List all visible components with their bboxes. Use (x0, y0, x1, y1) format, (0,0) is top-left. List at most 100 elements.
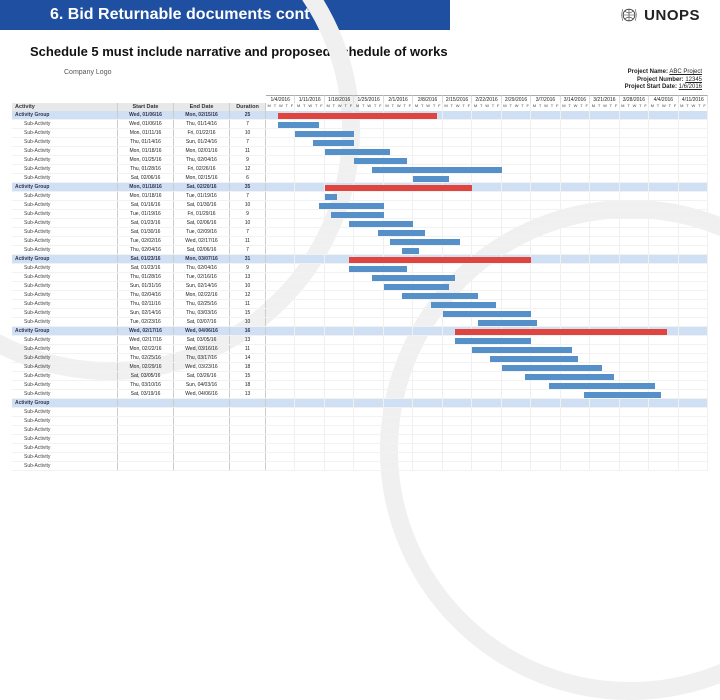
brand-area: UNOPS (450, 0, 720, 30)
cell-start: Mon, 01/11/16 (118, 129, 174, 137)
timeline-days: MTWTF (590, 103, 619, 111)
activity-sub-row: Sub-ActivityMon, 01/18/16Mon, 02/01/1611 (12, 147, 708, 156)
cell-end: Mon, 02/22/16 (174, 291, 230, 299)
activity-group-row: Activity GroupWed, 02/17/16Wed, 04/06/16… (12, 327, 708, 336)
timeline-week: 2/8/2016 (413, 95, 442, 103)
cell-end (174, 435, 230, 443)
cell-start: Wed, 02/17/16 (118, 327, 174, 335)
cell-start: Sun, 02/14/16 (118, 309, 174, 317)
timeline-week: 2/22/2016 (472, 95, 501, 103)
timeline-days: MTWTF (325, 103, 354, 111)
gantt-bar-sub (349, 221, 414, 227)
cell-activity: Sub-Activity (12, 381, 118, 389)
cell-duration: 7 (230, 192, 266, 200)
gantt-bar-sub (313, 140, 354, 146)
cell-activity: Sub-Activity (12, 273, 118, 281)
cell-duration (230, 417, 266, 425)
cell-bars (266, 183, 708, 191)
cell-end: Sat, 02/06/16 (174, 246, 230, 254)
activity-group-row: Activity GroupWed, 01/06/16Mon, 02/15/16… (12, 111, 708, 120)
cell-bars (266, 291, 708, 299)
cell-end: Thu, 01/14/16 (174, 120, 230, 128)
cell-end: Tue, 02/16/16 (174, 273, 230, 281)
cell-activity: Activity Group (12, 399, 118, 407)
cell-end: Tue, 02/09/16 (174, 228, 230, 236)
cell-bars (266, 264, 708, 272)
cell-start: Sat, 01/23/16 (118, 219, 174, 227)
cell-start: Mon, 02/22/16 (118, 345, 174, 353)
cell-bars (266, 255, 708, 263)
cell-end: Sat, 02/06/16 (174, 219, 230, 227)
cell-end: Fri, 01/29/16 (174, 210, 230, 218)
gantt-bar-sub (295, 131, 354, 137)
cell-start: Wed, 01/06/16 (118, 111, 174, 119)
activity-sub-row: Sub-ActivitySat, 02/06/16Mon, 02/15/166 (12, 174, 708, 183)
activity-sub-row: Sub-ActivitySat, 01/23/16Thu, 02/04/169 (12, 264, 708, 273)
cell-duration: 10 (230, 282, 266, 290)
activity-sub-row: Sub-ActivityThu, 01/14/16Sun, 01/24/167 (12, 138, 708, 147)
cell-start: Tue, 01/19/16 (118, 210, 174, 218)
cell-duration: 6 (230, 174, 266, 182)
gantt-bar-sub (431, 302, 496, 308)
gantt-bar-sub (413, 176, 448, 182)
cell-activity: Sub-Activity (12, 237, 118, 245)
cell-bars (266, 228, 708, 236)
activity-sub-row: Sub-ActivityThu, 02/04/16Mon, 02/22/1612 (12, 291, 708, 300)
timeline-week: 3/7/2016 (531, 95, 560, 103)
cell-activity: Activity Group (12, 183, 118, 191)
cell-bars (266, 417, 708, 425)
cell-activity: Sub-Activity (12, 219, 118, 227)
cell-end: Sun, 01/24/16 (174, 138, 230, 146)
cell-end: Thu, 02/04/16 (174, 264, 230, 272)
cell-bars (266, 147, 708, 155)
cell-start: Wed, 02/17/16 (118, 336, 174, 344)
cell-duration: 9 (230, 210, 266, 218)
cell-start (118, 435, 174, 443)
cell-activity: Sub-Activity (12, 390, 118, 398)
activity-sub-row: Sub-ActivityMon, 01/25/16Thu, 02/04/169 (12, 156, 708, 165)
timeline-week: 2/15/2016 (443, 95, 472, 103)
col-activity: Activity (12, 103, 118, 111)
cell-duration: 10 (230, 201, 266, 209)
gantt-bar-sub (372, 275, 455, 281)
cell-bars (266, 138, 708, 146)
cell-bars (266, 354, 708, 362)
activity-sub-row: Sub-ActivityThu, 02/25/16Thu, 03/17/1614 (12, 354, 708, 363)
cell-duration: 14 (230, 354, 266, 362)
activity-sub-row: Sub-ActivityWed, 02/17/16Sat, 03/05/1613 (12, 336, 708, 345)
cell-bars (266, 237, 708, 245)
cell-duration (230, 408, 266, 416)
cell-activity: Sub-Activity (12, 147, 118, 155)
cell-start: Tue, 02/23/16 (118, 318, 174, 326)
cell-activity: Sub-Activity (12, 417, 118, 425)
cell-duration: 10 (230, 318, 266, 326)
timeline-week: 1/18/2016 (325, 95, 354, 103)
cell-start: Thu, 02/04/16 (118, 246, 174, 254)
cell-activity: Sub-Activity (12, 138, 118, 146)
gantt-bar-sub (472, 347, 572, 353)
cell-activity: Sub-Activity (12, 192, 118, 200)
cell-duration: 18 (230, 363, 266, 371)
timeline-week: 3/21/2016 (590, 95, 619, 103)
gantt-bar-sub (455, 338, 532, 344)
cell-bars (266, 120, 708, 128)
cell-end (174, 417, 230, 425)
cell-end: Thu, 03/17/16 (174, 354, 230, 362)
gantt-bar-sub (325, 194, 337, 200)
cell-activity: Sub-Activity (12, 129, 118, 137)
gantt-bar-sub (584, 392, 661, 398)
cell-duration: 12 (230, 291, 266, 299)
cell-activity: Sub-Activity (12, 408, 118, 416)
meta-label: Project Start Date: (625, 84, 677, 90)
cell-bars (266, 435, 708, 443)
cell-bars (266, 111, 708, 119)
cell-bars (266, 201, 708, 209)
cell-end: Fri, 02/26/16 (174, 165, 230, 173)
cell-activity: Sub-Activity (12, 435, 118, 443)
cell-end: Wed, 04/06/16 (174, 327, 230, 335)
cell-activity: Sub-Activity (12, 291, 118, 299)
cell-duration: 15 (230, 309, 266, 317)
company-logo-placeholder: Company Logo (12, 69, 266, 95)
activity-sub-row: Sub-ActivitySat, 03/19/16Wed, 04/06/1613 (12, 390, 708, 399)
timeline-days: MTWTF (531, 103, 560, 111)
